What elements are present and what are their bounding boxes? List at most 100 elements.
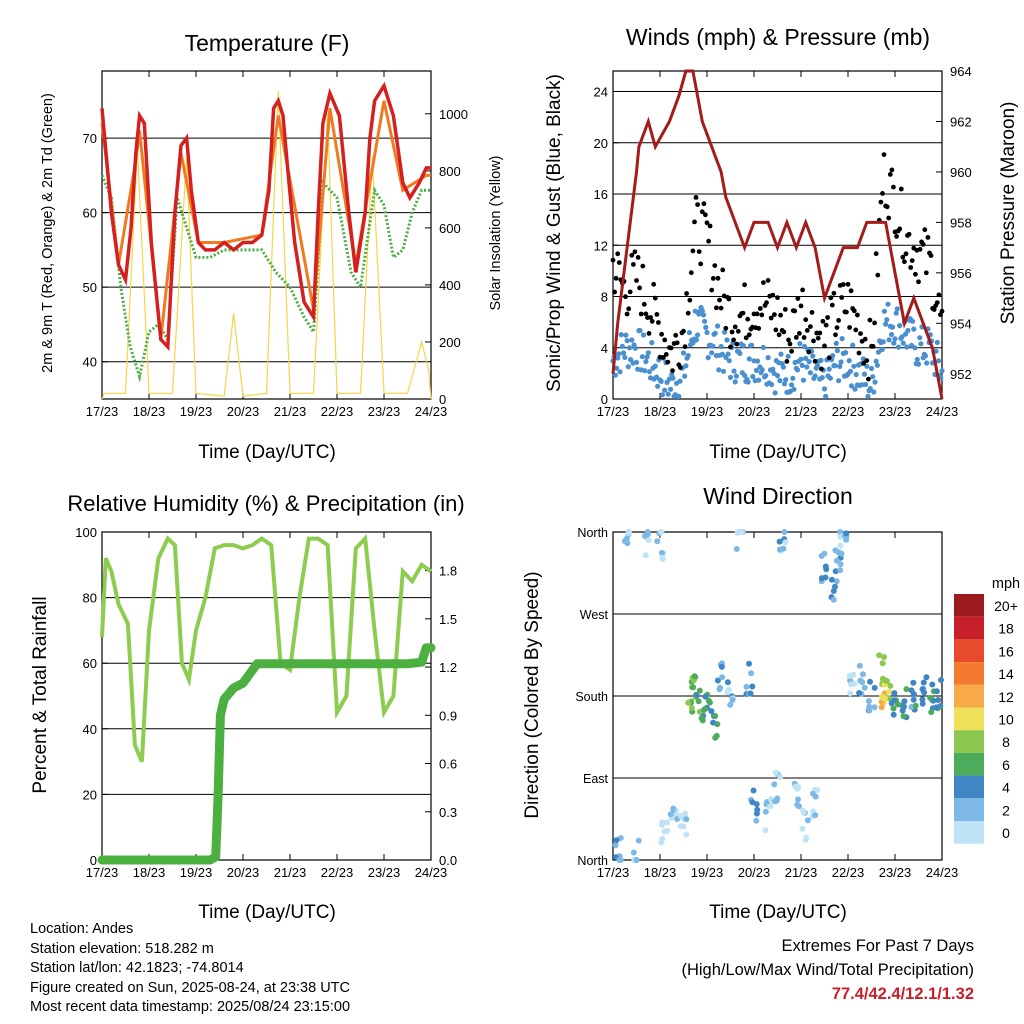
wind-gust-point [853,327,859,333]
wind-gust-point [759,312,765,318]
direction-point [837,561,844,568]
wind-speed-point [685,353,691,359]
wind-gust-point [772,312,777,317]
wind-speed-point [665,391,671,397]
wind-speed-point [756,377,762,383]
direction-point [878,704,885,711]
x-tick-label: 22/23 [832,404,865,419]
wind-speed-point [726,358,732,364]
wind-speed-point [703,324,709,330]
direction-point [762,827,769,834]
wind-gust-point [756,326,762,331]
direction-ylabel-left: Direction (Colored By Speed) [522,571,543,818]
direction-point [707,699,713,706]
direction-point [654,538,661,545]
wind-gust-point [906,231,912,237]
direction-point [804,817,811,824]
legend-label: 8 [1002,734,1010,750]
x-tick-label: 18/23 [644,404,677,419]
wind-gust-point [765,278,771,283]
wind-speed-point [781,381,788,387]
wind-gust-point [836,318,841,323]
wind-gust-point [870,344,876,349]
wind-gust-point [714,305,719,311]
wind-gust-point [701,201,707,207]
direction-point [891,690,898,697]
wind-gust-point [903,251,909,257]
wind-speed-point [848,383,855,389]
wind-gust-point [640,263,646,269]
direction-point [718,663,725,670]
wind-gust-point [632,249,638,255]
wind-gust-point [638,311,644,317]
legend-swatch [954,616,984,640]
x-tick-label: 18/23 [133,865,166,880]
y2-tick-label: 600 [439,221,461,236]
wind-gust-point [709,287,715,293]
wind-gust-point [649,318,655,324]
wind-speed-point [897,323,903,329]
y-tick-label: 24 [594,85,608,100]
x-tick-label: 20/23 [738,404,771,419]
direction-point [782,539,789,546]
direction-point [933,688,940,695]
wind-gust-point [800,287,805,293]
direction-point [644,529,651,535]
wind-gust-point [695,202,700,208]
direction-point [830,588,837,594]
direction-point [901,698,908,705]
figure-created: Figure created on Sun, 2025-08-24, at 23… [30,979,350,996]
wind-gust-point [768,315,774,321]
y-tick-label: 60 [83,656,97,671]
direction-point [612,842,619,849]
y-tick-label: West [580,608,609,622]
direction-point [630,849,637,856]
wind-speed-point [719,351,725,357]
direction-point [714,677,721,684]
wind-gust-point [720,267,726,273]
direction-point [712,734,719,741]
direction-point [856,690,863,696]
wind-gust-point [864,358,870,363]
direction-point [664,819,670,826]
y-tick-label: 12 [594,238,608,253]
wind-speed-point [722,329,728,335]
direction-point [708,708,715,715]
wind-gust-point [828,295,834,301]
direction-point [846,673,853,679]
direction-point [725,686,732,693]
x-tick-label: 19/23 [691,865,724,880]
wind-gust-point [845,281,851,287]
direction-point [766,803,773,810]
wind-speed-point [615,355,621,361]
winds-ylabel-right: Station Pressure (Maroon) [998,102,1019,325]
temperature-ylabel-left: 2m & 9m T (Red, Orange) & 2m Td (Green) [40,93,56,373]
direction-point [876,652,883,659]
wind-speed-point [670,375,676,381]
wind-speed-point [843,350,849,356]
y-tick-label: East [583,772,609,786]
wind-speed-point [847,368,854,374]
wind-speed-point [624,338,630,344]
wind-speed-point [852,386,858,392]
direction-point [762,808,769,815]
y-tick-label: 20 [594,136,608,151]
direction-point [843,530,850,537]
wind-speed-point [659,392,666,398]
y-tick-label: 70 [83,131,97,146]
direction-point [613,837,620,844]
wind-gust-point [806,349,812,355]
wind-speed-point [765,355,771,361]
wind-gust-point [627,289,633,295]
y2-tick-label: 400 [439,278,461,293]
wind-gust-point [773,327,779,333]
direction-point [920,679,927,686]
direction-speed-legend: 20+ 18 16 14 12 10 8 6 4 2 0 [954,594,1018,844]
wind-speed-point [834,348,841,354]
wind-gust-point [651,281,657,287]
y-tick-label: North [577,854,608,868]
direction-point [933,704,940,711]
wind-speed-point [618,332,624,338]
legend-swatch [954,594,984,617]
